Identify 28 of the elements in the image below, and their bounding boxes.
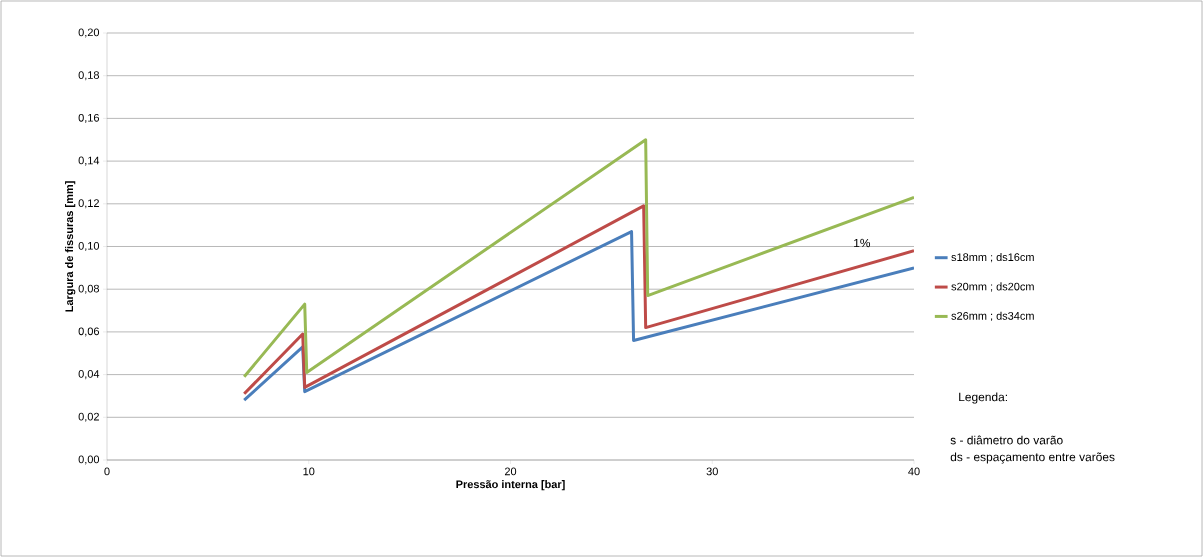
x-tick-label: 10 <box>303 467 315 476</box>
y-tick-label: 0,20 <box>78 28 100 38</box>
legend-label: s18mm ; ds16cm <box>951 252 1034 263</box>
y-tick-label: 0,06 <box>78 327 100 337</box>
text: Legenda: <box>959 392 1007 404</box>
y-tick-label: 0,10 <box>78 241 100 252</box>
line-series <box>242 138 915 379</box>
line-series <box>242 204 915 396</box>
y-tick-label: 0,00 <box>78 455 100 465</box>
y-axis-title: Largura de fissuras [mm] <box>65 181 76 312</box>
y-tick-label: 0,16 <box>78 113 100 123</box>
y-tick-label: 0,04 <box>78 370 100 380</box>
text: s - diâmetro do varão <box>950 435 1063 445</box>
y-tick-label: 0,14 <box>78 156 100 166</box>
y-tick-label: 0,12 <box>78 199 99 209</box>
line-series <box>242 230 915 402</box>
y-tick-label: 0,02 <box>78 412 99 422</box>
x-tick-label: 20 <box>504 467 517 476</box>
legend-label: s26mm ; ds34cm <box>951 311 1034 322</box>
x-axis-title: Pressão interna [bar] <box>456 480 565 491</box>
y-tick-label: 0,18 <box>78 71 100 81</box>
x-tick-label: 0 <box>104 467 110 476</box>
x-tick-label: 40 <box>908 467 920 476</box>
y-tick-label: 0,08 <box>78 284 100 294</box>
annotation: 1% <box>854 238 871 248</box>
text: ds - espaçamento entre varões <box>950 452 1115 464</box>
legend-label: s20mm ; ds20cm <box>951 282 1034 292</box>
x-tick-label: 30 <box>706 467 718 476</box>
